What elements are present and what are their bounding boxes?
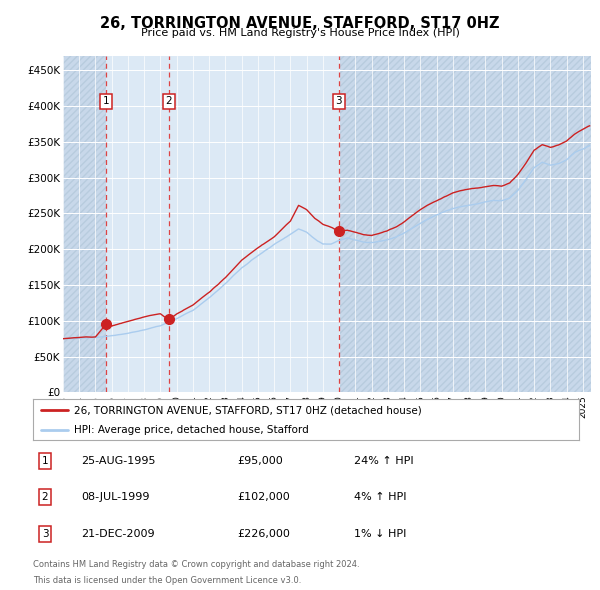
- Text: HPI: Average price, detached house, Stafford: HPI: Average price, detached house, Staf…: [74, 425, 309, 434]
- Bar: [63, 56, 106, 392]
- Text: 3: 3: [41, 529, 49, 539]
- Bar: [339, 56, 591, 392]
- Text: 25-AUG-1995: 25-AUG-1995: [81, 456, 155, 466]
- Text: 24% ↑ HPI: 24% ↑ HPI: [354, 456, 413, 466]
- Text: 26, TORRINGTON AVENUE, STAFFORD, ST17 0HZ (detached house): 26, TORRINGTON AVENUE, STAFFORD, ST17 0H…: [74, 405, 422, 415]
- Text: This data is licensed under the Open Government Licence v3.0.: This data is licensed under the Open Gov…: [33, 576, 301, 585]
- Text: £95,000: £95,000: [237, 456, 283, 466]
- Text: 08-JUL-1999: 08-JUL-1999: [81, 493, 149, 502]
- Text: Contains HM Land Registry data © Crown copyright and database right 2024.: Contains HM Land Registry data © Crown c…: [33, 559, 359, 569]
- Text: 4% ↑ HPI: 4% ↑ HPI: [354, 493, 407, 502]
- Text: 26, TORRINGTON AVENUE, STAFFORD, ST17 0HZ: 26, TORRINGTON AVENUE, STAFFORD, ST17 0H…: [100, 16, 500, 31]
- Text: £226,000: £226,000: [237, 529, 290, 539]
- Text: 1: 1: [41, 456, 49, 466]
- Text: Price paid vs. HM Land Registry's House Price Index (HPI): Price paid vs. HM Land Registry's House …: [140, 28, 460, 38]
- Text: 3: 3: [335, 96, 342, 106]
- Text: £102,000: £102,000: [237, 493, 290, 502]
- Text: 1% ↓ HPI: 1% ↓ HPI: [354, 529, 406, 539]
- Text: 21-DEC-2009: 21-DEC-2009: [81, 529, 155, 539]
- Text: 2: 2: [41, 493, 49, 502]
- Text: 1: 1: [103, 96, 109, 106]
- Text: 2: 2: [166, 96, 172, 106]
